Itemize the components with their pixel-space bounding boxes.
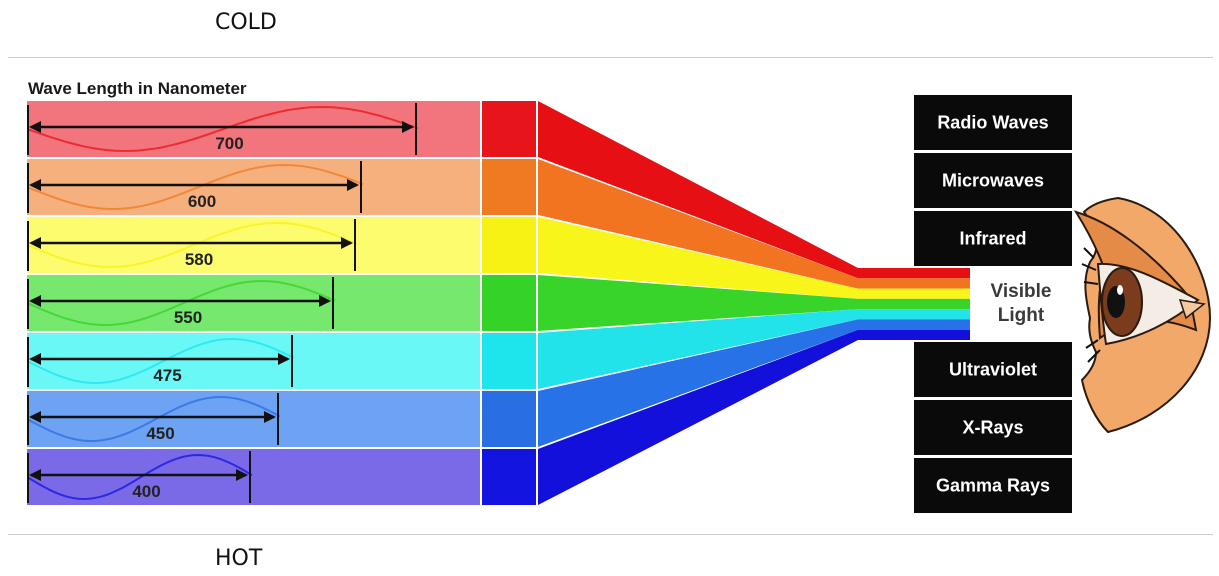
- band-light-area: [27, 159, 480, 215]
- arrow-head-right: [402, 121, 414, 133]
- spectrum-box: Gamma Rays: [914, 458, 1072, 513]
- spectrum-box-label: X-Rays: [962, 418, 1023, 438]
- band-ray: [538, 319, 858, 447]
- arrow-head-right: [264, 411, 276, 423]
- wavelength-band: 400: [27, 329, 970, 507]
- arrow-head-left: [29, 295, 41, 307]
- wave-curve: [28, 105, 419, 153]
- spectrum-box-bg: [914, 458, 1072, 513]
- band-ray: [538, 217, 858, 299]
- visible-light-strip: [858, 319, 970, 330]
- wave-curve: [28, 453, 253, 501]
- wavelength-band: 550: [27, 275, 970, 333]
- wave-curve: [28, 279, 336, 326]
- spectrum-box-label: Microwaves: [942, 171, 1044, 191]
- wavelength-value: 600: [188, 192, 216, 211]
- visible-light-strip: [858, 278, 970, 289]
- band-color-block: [482, 217, 536, 273]
- wavelength-value: 450: [146, 424, 174, 443]
- spectrum-box: Infrared: [914, 211, 1072, 266]
- visible-light-label: Light: [998, 305, 1045, 326]
- wavelength-value: 580: [185, 250, 213, 269]
- arrow-head-right: [319, 295, 331, 307]
- wavelength-band: 450: [27, 319, 970, 449]
- arrow-head-left: [29, 353, 41, 365]
- wavelength-band: 580: [27, 217, 970, 299]
- band-ray: [538, 309, 858, 389]
- wave-curve: [28, 221, 358, 269]
- arrow-head-left: [29, 179, 41, 191]
- arrow-head-left: [29, 121, 41, 133]
- wavelength-band: 475: [27, 309, 970, 391]
- spectrum-box-bg: [914, 95, 1072, 150]
- spectrum-box-label: Infrared: [959, 229, 1026, 249]
- band-color-block: [482, 391, 536, 447]
- band-color-block: [482, 101, 536, 157]
- spectrum-box-bg: [914, 342, 1072, 397]
- band-ray: [538, 159, 858, 289]
- spectrum-box-bg: [914, 211, 1072, 266]
- arrow-head-left: [29, 411, 41, 423]
- visible-light-strip: [858, 288, 970, 299]
- spectrum-box-bg: [914, 400, 1072, 455]
- wavelength-bands: 700 600 580 550 475 450 400: [27, 101, 970, 507]
- spectrum-box-label: Gamma Rays: [936, 476, 1050, 496]
- visible-light-strip: [858, 329, 970, 340]
- bottom-divider: [8, 534, 1213, 535]
- hot-label: HOT: [215, 546, 263, 571]
- wave-curve: [28, 395, 281, 442]
- spectrum-box-label: Radio Waves: [937, 113, 1048, 133]
- band-ray: [538, 275, 858, 331]
- arrow-head-right: [236, 469, 248, 481]
- band-light-area: [27, 217, 480, 273]
- spectrum-box-label: Ultraviolet: [949, 360, 1037, 380]
- wavelength-value: 475: [153, 366, 181, 385]
- arrow-head-right: [278, 353, 290, 365]
- visible-light-strip: [858, 268, 970, 279]
- visible-light-label: Visible: [991, 281, 1052, 302]
- spectrum-box: Microwaves: [914, 153, 1072, 208]
- band-ray: [538, 329, 858, 505]
- visible-light-strip: [858, 298, 970, 310]
- wavelength-value: 700: [215, 134, 243, 153]
- spectrum-box-bg: [914, 153, 1072, 208]
- top-divider: [8, 57, 1213, 58]
- band-color-block: [482, 449, 536, 505]
- spectrum-box: Ultraviolet: [914, 342, 1072, 397]
- wave-curve: [28, 337, 295, 384]
- band-color-block: [482, 275, 536, 331]
- wave-curve: [28, 163, 364, 210]
- spectrum-boxes: Radio Waves Microwaves Infrared Ultraviolet…: [914, 95, 1072, 513]
- diagram-title: Wave Length in Nanometer: [28, 79, 247, 98]
- band-light-area: [27, 275, 480, 331]
- spectrum-box: X-Rays: [914, 400, 1072, 455]
- wavelength-value: 400: [132, 482, 160, 501]
- band-color-block: [482, 159, 536, 215]
- visible-light-strip: [858, 309, 970, 320]
- arrow-head-left: [29, 469, 41, 481]
- band-light-area: [27, 449, 480, 505]
- cold-label: COLD: [215, 10, 277, 35]
- arrow-head-left: [29, 237, 41, 249]
- wavelength-band: 600: [27, 159, 970, 289]
- arrow-head-right: [347, 179, 359, 191]
- wavelength-value: 550: [174, 308, 202, 327]
- eye-icon: [1073, 196, 1212, 434]
- band-light-area: [27, 391, 480, 447]
- band-color-block: [482, 333, 536, 389]
- wavelength-band: 700: [27, 101, 970, 279]
- spectrum-box: Radio Waves: [914, 95, 1072, 150]
- arrow-head-right: [341, 237, 353, 249]
- band-ray: [538, 101, 858, 279]
